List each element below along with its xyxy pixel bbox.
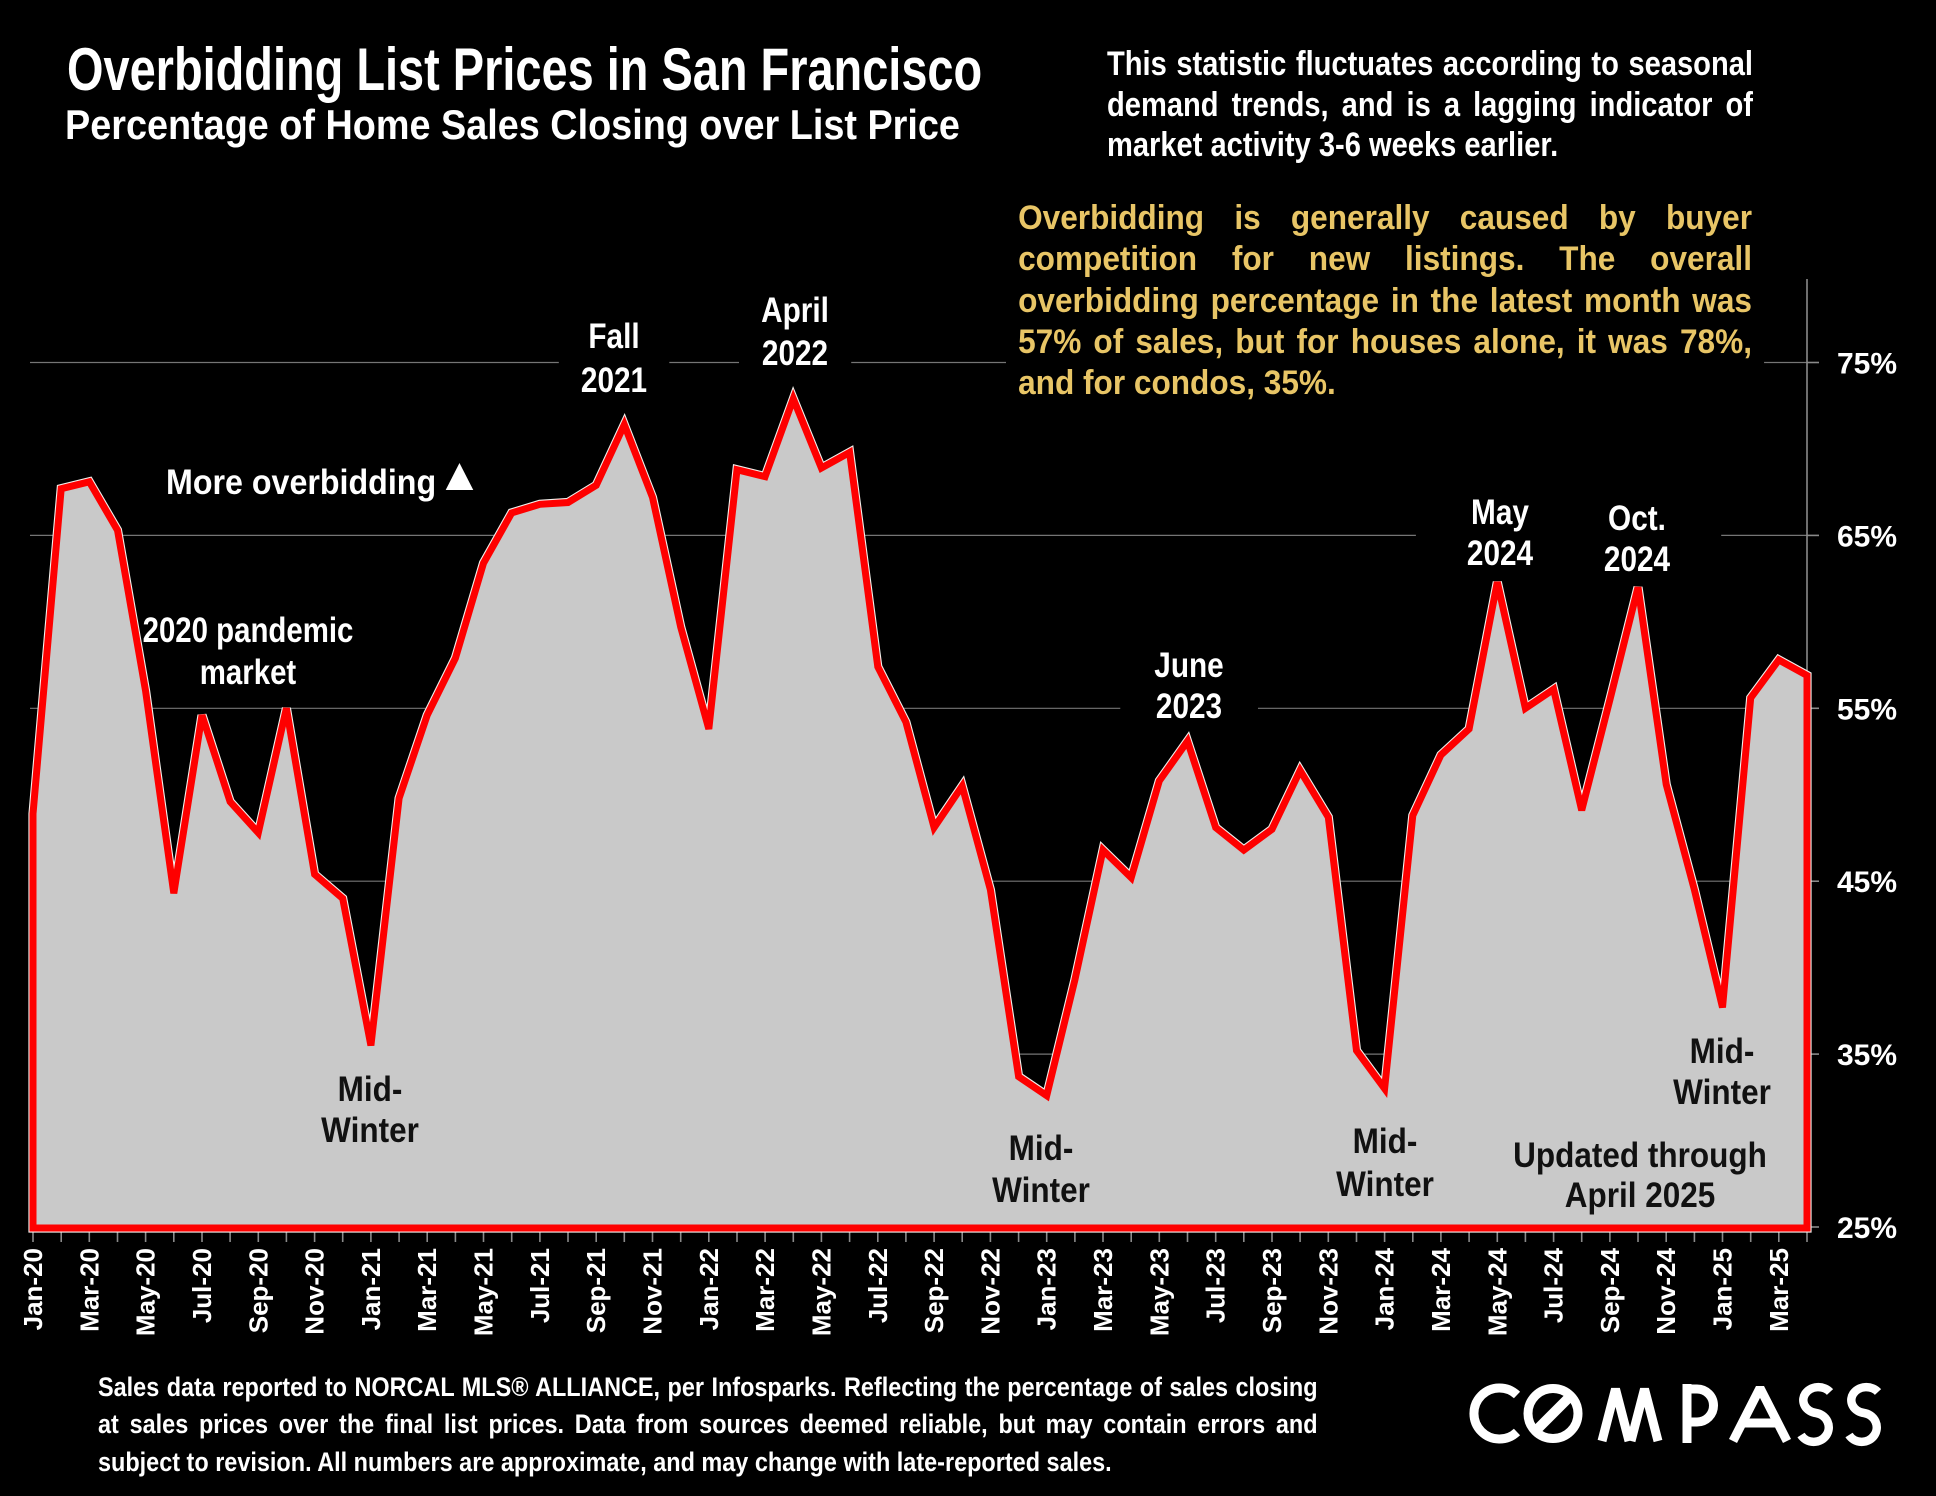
svg-text:65%: 65% [1837,520,1897,553]
svg-text:55%: 55% [1837,693,1897,726]
svg-text:Sep-22: Sep-22 [919,1248,949,1333]
svg-text:Jan-25: Jan-25 [1708,1248,1738,1330]
svg-text:Sep-24: Sep-24 [1595,1247,1625,1333]
svg-text:Jul-21: Jul-21 [525,1248,555,1323]
svg-text:Jan-23: Jan-23 [1032,1248,1062,1330]
svg-text:Jan-22: Jan-22 [694,1248,724,1330]
svg-text:Jul-23: Jul-23 [1201,1248,1231,1323]
svg-text:Jan-24: Jan-24 [1370,1247,1400,1330]
svg-text:Nov-23: Nov-23 [1313,1248,1343,1335]
svg-text:Mar-20: Mar-20 [74,1248,104,1332]
svg-text:May-21: May-21 [469,1248,499,1336]
svg-text:Jan-20: Jan-20 [18,1248,48,1330]
svg-text:May-22: May-22 [806,1248,836,1336]
svg-text:35%: 35% [1837,1039,1897,1072]
svg-text:Nov-21: Nov-21 [638,1248,668,1335]
svg-text:Jul-22: Jul-22 [863,1248,893,1323]
svg-text:Sep-23: Sep-23 [1257,1248,1287,1333]
svg-text:75%: 75% [1837,348,1897,381]
svg-text:Nov-22: Nov-22 [975,1248,1005,1335]
svg-text:Nov-20: Nov-20 [300,1248,330,1335]
svg-text:Jul-20: Jul-20 [187,1248,217,1323]
svg-text:Sep-20: Sep-20 [243,1248,273,1333]
svg-text:25%: 25% [1837,1212,1897,1245]
svg-text:Sep-21: Sep-21 [581,1248,611,1333]
svg-text:May-23: May-23 [1144,1248,1174,1336]
svg-text:Mar-23: Mar-23 [1088,1248,1118,1332]
svg-text:May-20: May-20 [131,1248,161,1336]
svg-text:Mar-24: Mar-24 [1426,1247,1456,1331]
svg-text:Jul-24: Jul-24 [1539,1247,1569,1323]
svg-text:May-24: May-24 [1482,1247,1512,1336]
svg-text:Nov-24: Nov-24 [1651,1247,1681,1334]
svg-text:Jan-21: Jan-21 [356,1248,386,1330]
svg-text:Mar-22: Mar-22 [750,1248,780,1332]
svg-text:Mar-21: Mar-21 [412,1248,442,1332]
svg-text:Mar-25: Mar-25 [1764,1248,1794,1332]
svg-text:45%: 45% [1837,866,1897,899]
